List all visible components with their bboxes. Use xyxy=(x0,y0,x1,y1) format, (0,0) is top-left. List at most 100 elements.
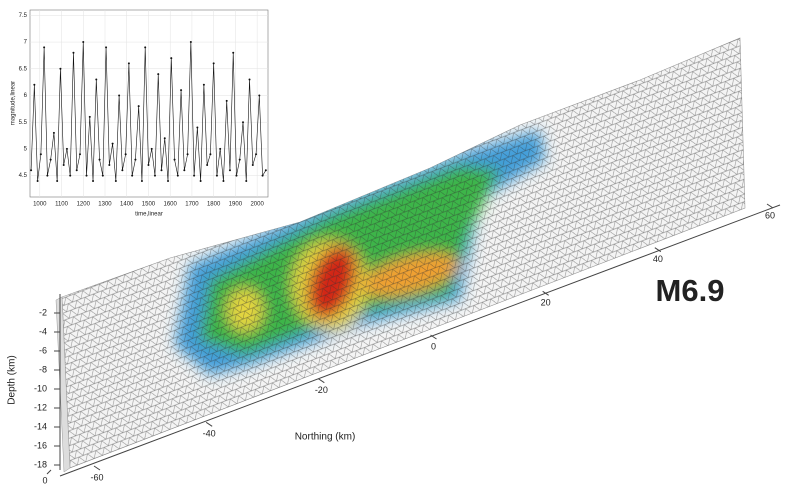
data-point xyxy=(121,169,124,172)
data-point xyxy=(98,158,101,161)
x-tick-label: 1900 xyxy=(229,202,243,208)
x-tick xyxy=(542,290,549,296)
x-tick-label: 1600 xyxy=(164,202,178,208)
x-tick xyxy=(318,378,325,384)
x-tick-label: 1300 xyxy=(98,202,112,208)
annotation: M6.9 xyxy=(656,273,725,308)
data-point xyxy=(33,83,36,86)
x-tick xyxy=(766,203,774,209)
data-point xyxy=(49,158,52,161)
x-tick xyxy=(205,421,213,427)
data-point xyxy=(170,57,173,60)
northing-axis xyxy=(59,204,781,477)
y-tick-label: -18 xyxy=(34,459,47,469)
data-point xyxy=(30,169,33,172)
x-tick-label: 1700 xyxy=(185,202,199,208)
x-tick-label: 40 xyxy=(653,254,663,264)
fault-surface xyxy=(55,37,746,473)
data-point xyxy=(219,147,222,150)
data-point xyxy=(228,169,231,172)
data-point xyxy=(225,99,228,102)
y-tick-label: -6 xyxy=(39,345,47,355)
y-tick-label: 4.5 xyxy=(19,173,28,179)
x-tick-label: 1500 xyxy=(142,202,156,208)
data-point xyxy=(43,46,46,49)
y-axis-label: Depth (km) xyxy=(7,355,18,404)
x-tick-label: 60 xyxy=(765,210,775,220)
data-point xyxy=(127,62,130,65)
data-point xyxy=(124,153,127,156)
data-point xyxy=(186,153,189,156)
data-point xyxy=(242,121,245,124)
data-point xyxy=(36,179,39,182)
data-point xyxy=(137,105,140,108)
z-tick xyxy=(46,469,52,475)
data-point xyxy=(176,174,179,177)
data-point xyxy=(147,163,150,166)
data-point xyxy=(95,78,98,81)
y-tick-label: 5 xyxy=(24,146,28,152)
data-point xyxy=(212,62,215,65)
data-point xyxy=(248,78,251,81)
y-tick-label: 7.5 xyxy=(19,13,28,19)
x-tick-label: 2000 xyxy=(250,202,264,208)
data-point xyxy=(251,163,254,166)
data-point xyxy=(92,179,95,182)
y-tick-label: -4 xyxy=(39,326,47,336)
y-tick-label: -8 xyxy=(39,364,47,374)
data-point xyxy=(215,174,218,177)
data-point xyxy=(134,158,137,161)
data-point xyxy=(189,41,192,44)
x-axis-label: time,linear xyxy=(135,212,163,218)
data-point xyxy=(56,179,59,182)
data-point xyxy=(111,142,114,145)
main-axes: Depth (km) Northing (km) M6.9 -2 -4 -6 -8 -1… xyxy=(7,203,781,485)
data-point xyxy=(131,174,134,177)
y-tick-label: 7 xyxy=(24,40,28,46)
x-axis-label: Northing (km) xyxy=(295,432,356,443)
data-point xyxy=(245,179,248,182)
y-tick-label: -2 xyxy=(39,307,47,317)
data-point xyxy=(255,153,258,156)
data-point xyxy=(206,163,209,166)
data-point xyxy=(105,46,108,49)
data-point xyxy=(108,163,111,166)
y-tick-label: 5.5 xyxy=(19,120,28,126)
data-point xyxy=(196,126,199,129)
data-point xyxy=(65,147,68,150)
y-tick-label: -12 xyxy=(34,402,47,412)
data-point xyxy=(114,179,117,182)
data-point xyxy=(46,174,49,177)
x-tick-label: -40 xyxy=(203,429,216,439)
data-point xyxy=(222,179,225,182)
data-point xyxy=(261,174,264,177)
data-point xyxy=(144,46,147,49)
data-point xyxy=(264,169,267,172)
x-tick-label: 1400 xyxy=(120,202,134,208)
data-point xyxy=(39,153,42,156)
x-tick xyxy=(93,465,101,471)
data-point xyxy=(72,51,75,54)
z-tick-label: 0 xyxy=(42,475,47,485)
data-point xyxy=(85,174,88,177)
data-point xyxy=(202,83,205,86)
data-point xyxy=(163,137,166,140)
data-point xyxy=(59,67,62,70)
x-tick xyxy=(654,247,662,253)
data-point xyxy=(183,169,186,172)
y-tick-label: -16 xyxy=(34,440,47,450)
data-point xyxy=(235,174,238,177)
data-point xyxy=(78,153,81,156)
x-tick-label: -20 xyxy=(315,385,328,395)
data-point xyxy=(82,41,85,44)
x-tick-label: 0 xyxy=(431,341,436,351)
x-tick-label: 20 xyxy=(541,298,551,308)
y-tick-label: 6.5 xyxy=(19,66,28,72)
data-point xyxy=(258,94,261,97)
data-point xyxy=(173,158,176,161)
data-point xyxy=(69,174,72,177)
data-point xyxy=(238,158,241,161)
x-tick-label: -60 xyxy=(90,472,103,482)
data-point xyxy=(62,163,65,166)
